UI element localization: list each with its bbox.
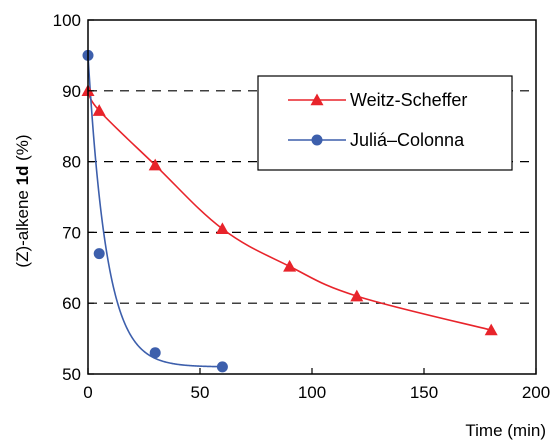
- tick-label-y-70: 70: [62, 223, 81, 242]
- tick-label-x-200: 200: [522, 383, 550, 402]
- legend-label-1: Juliá–Colonna: [350, 130, 465, 150]
- tick-label-y-100: 100: [53, 11, 81, 30]
- data-point-s0-3: [216, 222, 229, 234]
- plot-frame: [88, 20, 536, 374]
- data-point-s0-4: [283, 260, 296, 272]
- tick-label-x-0: 0: [83, 383, 92, 402]
- tick-label-y-50: 50: [62, 365, 81, 384]
- data-point-s1-3: [217, 361, 228, 372]
- tick-label-x-150: 150: [410, 383, 438, 402]
- y-axis-title-prefix: (Z)-alkene: [13, 185, 32, 267]
- y-axis-title: (Z)-alkene 1d (%): [13, 134, 32, 267]
- tick-label-x-50: 50: [191, 383, 210, 402]
- data-point-s1-2: [150, 347, 161, 358]
- legend-label-0: Weitz-Scheffer: [350, 90, 467, 110]
- data-point-s1-1: [94, 248, 105, 259]
- tick-label-y-90: 90: [62, 82, 81, 101]
- tick-label-y-60: 60: [62, 294, 81, 313]
- tick-label-x-100: 100: [298, 383, 326, 402]
- tick-label-y-80: 80: [62, 153, 81, 172]
- legend: Weitz-Scheffer Juliá–Colonna: [258, 76, 512, 170]
- legend-marker-1: [312, 135, 323, 146]
- x-axis-title: Time (min): [465, 421, 546, 440]
- y-axis-title-suffix: (%): [13, 134, 32, 165]
- axis-ticks: [88, 20, 536, 374]
- y-axis-title-bold: 1d: [13, 166, 32, 186]
